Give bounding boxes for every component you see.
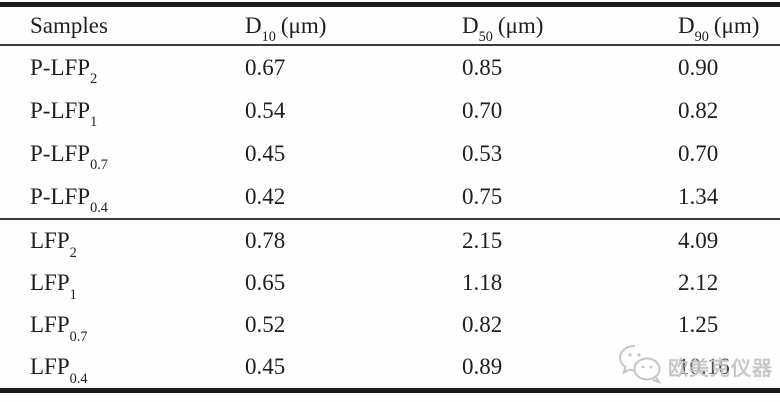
- sample-name: P-LFP2: [30, 54, 98, 88]
- table-row: P-LFP0.7 0.45 0.53 0.70: [0, 132, 780, 175]
- sample-name: P-LFP0.4: [30, 183, 108, 217]
- d10-value: 0.78: [245, 228, 286, 253]
- sample-name: LFP1: [30, 270, 77, 303]
- d10-value: 0.45: [245, 354, 286, 379]
- sample-name: P-LFP1: [30, 97, 98, 131]
- table-top-border: [0, 2, 780, 7]
- table-row: LFP0.4 0.45 0.89 10.16: [0, 346, 780, 388]
- table-header-row: Samples D10 (μm) D50 (μm) D90 (μm): [0, 7, 780, 46]
- d90-value: 0.70: [678, 140, 719, 166]
- d50-value: 0.85: [462, 54, 503, 80]
- table-row: LFP1 0.65 1.18 2.12: [0, 262, 780, 304]
- d50-value: 0.75: [462, 183, 503, 209]
- d90-value: 4.09: [678, 228, 719, 253]
- d50-value: 0.53: [462, 140, 503, 166]
- d50-value: 0.89: [462, 354, 503, 379]
- d10-value: 0.42: [245, 183, 286, 209]
- table-row: P-LFP0.4 0.42 0.75 1.34: [0, 175, 780, 218]
- sample-name: LFP0.4: [30, 354, 88, 387]
- column-header-d10: D10 (μm): [245, 12, 327, 46]
- d10-value: 0.54: [245, 97, 286, 123]
- sample-name: P-LFP0.7: [30, 140, 108, 174]
- d50-value: 1.18: [462, 270, 503, 295]
- sample-name: LFP2: [30, 228, 77, 261]
- column-header-samples: Samples: [30, 12, 108, 38]
- column-header-d90: D90 (μm): [678, 12, 760, 46]
- d90-value: 0.82: [678, 97, 719, 123]
- group-separator: [0, 218, 780, 220]
- table-row: LFP0.7 0.52 0.82 1.25: [0, 304, 780, 346]
- table-row: P-LFP1 0.54 0.70 0.82: [0, 89, 780, 132]
- d90-value: 1.34: [678, 183, 719, 209]
- sample-name: LFP0.7: [30, 312, 88, 345]
- column-header-d50: D50 (μm): [462, 12, 544, 46]
- d90-value: 1.25: [678, 312, 719, 337]
- d90-value: 2.12: [678, 270, 719, 295]
- table-row: P-LFP2 0.67 0.85 0.90: [0, 46, 780, 89]
- d50-value: 2.15: [462, 228, 503, 253]
- header-separator: [0, 44, 780, 46]
- d90-value-obscured: 10.16: [678, 354, 730, 379]
- d10-value: 0.52: [245, 312, 286, 337]
- d50-value: 0.82: [462, 312, 503, 337]
- table-row: LFP2 0.78 2.15 4.09: [0, 220, 780, 262]
- d50-value: 0.70: [462, 97, 503, 123]
- d10-value: 0.67: [245, 54, 286, 80]
- table-bottom-border: [0, 388, 780, 393]
- d10-value: 0.45: [245, 140, 286, 166]
- d90-value: 0.90: [678, 54, 719, 80]
- d10-value: 0.65: [245, 270, 286, 295]
